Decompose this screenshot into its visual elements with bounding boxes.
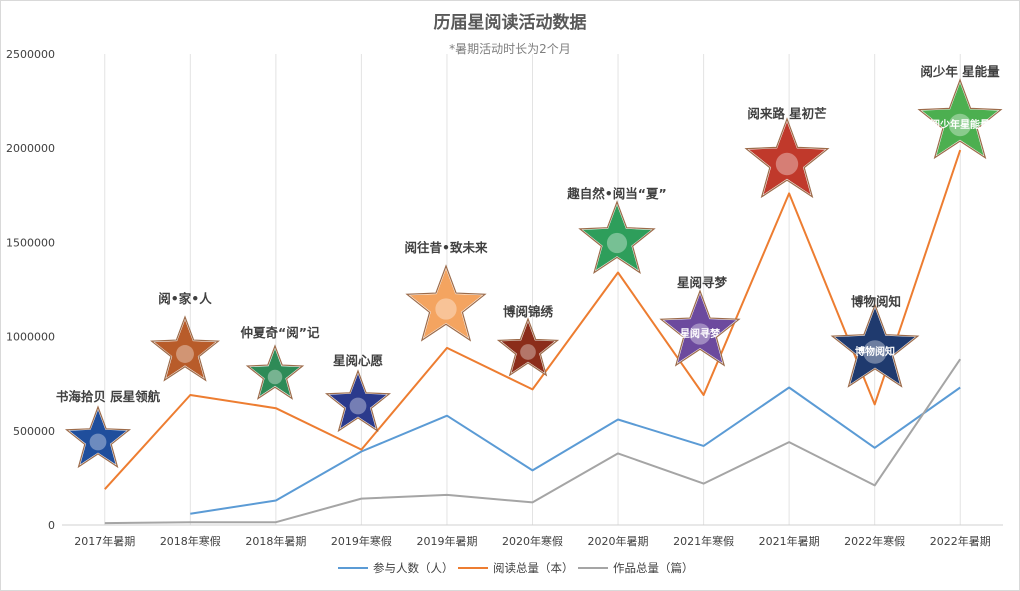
activity-label: 星阅心愿 — [333, 353, 384, 368]
x-tick-label: 2019年暑期 — [416, 534, 477, 548]
star-logo — [689, 323, 711, 345]
star-logo — [606, 232, 628, 254]
activity-label: 趣自然•阅当“夏” — [566, 186, 666, 201]
activity-label: 博物阅知 — [851, 294, 901, 309]
activity-label: 阅•家•人 — [158, 291, 212, 306]
x-tick-label: 2021年寒假 — [673, 534, 734, 548]
activity-star — [154, 320, 216, 378]
y-axis: 0 500000 1000000 1500000 2000000 2500000 — [6, 48, 55, 532]
series-line — [190, 386, 961, 515]
y-tick-label: 500000 — [13, 425, 55, 438]
chart-title: 历届星阅读活动数据 — [434, 12, 587, 33]
star-logo — [349, 397, 367, 415]
legend-label: 作品总量（篇） — [613, 561, 694, 575]
activity-label: 星阅寻梦 — [677, 275, 728, 290]
x-axis: 2017年暑期 2018年寒假 2018年暑期 2019年寒假 2019年暑期 2020年… — [74, 534, 990, 548]
x-tick-label: 2020年寒假 — [502, 534, 563, 548]
x-tick-label: 2020年暑期 — [588, 534, 649, 548]
star-logo — [89, 433, 107, 451]
activity-star — [922, 83, 998, 156]
star-logo — [863, 340, 887, 364]
star-logo-text: 博物阅知 — [855, 345, 895, 358]
legend: 参与人数（人） 阅读总量（本） 作品总量（篇） — [338, 561, 694, 575]
x-tick-label: 2019年寒假 — [331, 534, 392, 548]
activity-star — [69, 410, 127, 465]
activity-star — [329, 374, 387, 429]
star-logo — [435, 298, 457, 320]
y-tick-label: 2500000 — [6, 48, 55, 61]
legend-label: 参与人数（人） — [373, 561, 454, 575]
y-tick-label: 1500000 — [6, 236, 55, 249]
chart-subtitle: *暑期活动时长为2个月 — [449, 42, 571, 56]
x-tick-label: 2018年寒假 — [160, 534, 221, 548]
x-tick-label: 2017年暑期 — [74, 534, 135, 548]
activity-label: 博阅锦绣 — [503, 304, 554, 319]
activity-star — [582, 205, 652, 271]
x-tick-label: 2018年暑期 — [245, 534, 306, 548]
activity-star — [250, 349, 300, 396]
activity-star — [835, 308, 915, 384]
star-logo-text: 阅少年星能量 — [930, 118, 990, 131]
y-tick-label: 2000000 — [6, 142, 55, 155]
series-lines — [104, 149, 962, 525]
x-tick-label: 2021年暑期 — [759, 534, 820, 548]
star-logo — [775, 152, 799, 176]
star-logo — [176, 345, 194, 363]
activity-label: 阅来路 星初芒 — [747, 106, 827, 121]
y-tick-label: 0 — [48, 519, 55, 532]
star-logo-text: 星阅寻梦 — [680, 327, 721, 340]
activity-label: 阅往昔•致未来 — [405, 240, 488, 255]
y-tick-label: 1000000 — [6, 331, 55, 344]
star-logo — [948, 113, 972, 137]
activity-label: 仲夏奇“阅”记 — [241, 325, 320, 340]
star-logo — [520, 344, 536, 360]
grid-lines — [62, 54, 1003, 526]
activity-star — [749, 122, 825, 195]
x-tick-label: 2022年寒假 — [844, 534, 905, 548]
star-logo — [267, 369, 283, 385]
x-tick-label: 2022年暑期 — [930, 534, 991, 548]
legend-label: 阅读总量（本） — [493, 561, 574, 575]
activity-star — [501, 322, 555, 373]
activity-star — [409, 269, 483, 338]
activity-star — [663, 294, 737, 363]
activity-label: 书海拾贝 辰星领航 — [56, 389, 161, 404]
activity-label: 阅少年 星能量 — [920, 64, 1000, 79]
